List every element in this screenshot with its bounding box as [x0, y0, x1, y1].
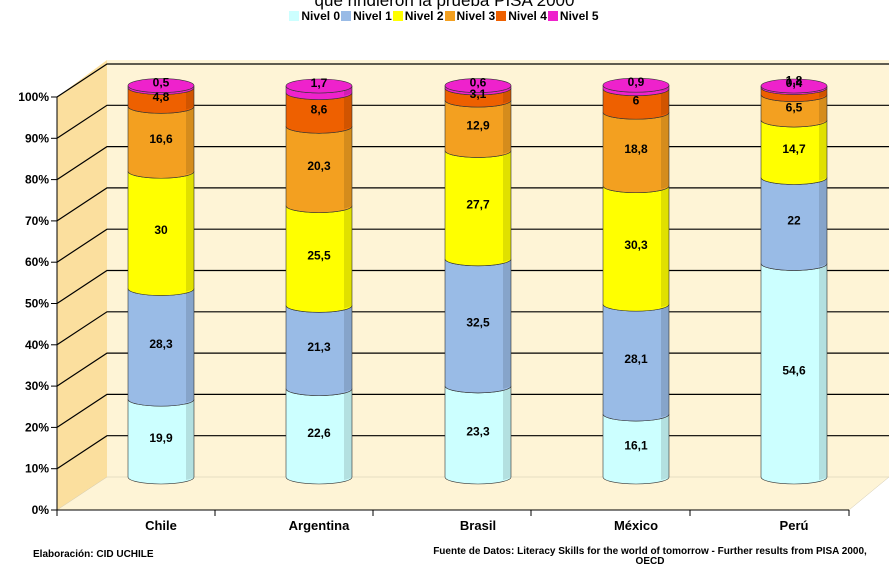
y-tick-label: 50%	[25, 297, 49, 311]
data-label: 21,3	[307, 340, 331, 354]
legend-item-nivel-0: Nivel 0	[289, 9, 341, 23]
data-label: 8,6	[311, 102, 328, 116]
data-label: 18,8	[624, 142, 648, 156]
legend-label: Nivel 4	[508, 9, 547, 23]
bar-shade	[503, 258, 511, 389]
bar-top-cap	[285, 78, 353, 94]
bar-shade	[503, 150, 511, 262]
legend-item-nivel-1: Nivel 1	[341, 9, 393, 23]
chart-title: que rindieron la prueba PISA 2000	[314, 0, 575, 10]
gridline	[56, 63, 889, 98]
y-tick-label: 100%	[18, 90, 49, 104]
legend-swatch	[496, 11, 507, 21]
data-label: 30	[154, 223, 168, 237]
legend-label: Nivel 5	[559, 9, 599, 23]
data-label: 32,5	[466, 315, 490, 329]
y-tick-label: 40%	[25, 338, 49, 352]
data-label: 3,1	[470, 87, 487, 101]
legend-swatch	[444, 11, 455, 21]
legend-swatch	[289, 11, 300, 21]
y-tick-label: 20%	[25, 420, 49, 434]
data-label: 22,6	[307, 426, 331, 440]
x-tick-label: Perú	[780, 518, 809, 533]
chart-legend: Nivel 0 Nivel 1 Nivel 2 Nivel 3 Nivel 4 Nivel…	[0, 9, 889, 23]
bar-shade	[186, 87, 194, 110]
bar-shade	[819, 120, 827, 181]
x-tick-label: Brasil	[460, 518, 496, 533]
data-label: 14,7	[782, 142, 806, 156]
y-tick-label: 70%	[25, 214, 49, 228]
bar-shade	[344, 126, 352, 209]
data-label: 1,7	[311, 76, 328, 90]
data-label: 12,9	[466, 118, 490, 132]
bar-top-cap	[444, 78, 512, 93]
bar-shade	[344, 388, 352, 480]
data-label: 25,5	[307, 248, 331, 262]
bar-shade	[503, 100, 511, 154]
bar-shade	[661, 88, 669, 116]
data-label: 23,3	[466, 424, 490, 438]
footer-source: Fuente de Datos: Literacy Skills for the…	[433, 546, 867, 567]
data-label: 0,4	[786, 76, 803, 90]
bar-shade	[819, 177, 827, 267]
legend-label: Nivel 2	[404, 9, 444, 23]
data-label: 6,5	[786, 100, 803, 114]
bar-shade	[819, 263, 827, 480]
x-tick-label: Chile	[145, 518, 177, 533]
data-label: 0,6	[470, 76, 487, 90]
bar-shade	[186, 399, 194, 480]
bar-shade	[661, 185, 669, 308]
bar-shade	[344, 305, 352, 392]
bar-shade	[661, 414, 669, 480]
data-label: 20,3	[307, 159, 331, 173]
data-label: 0,5	[153, 76, 170, 90]
data-label: 16,1	[624, 439, 648, 453]
data-label: 6	[633, 93, 640, 107]
legend-label: Nivel 0	[301, 9, 341, 23]
footer-credit: Elaboración: CID UCHILE	[33, 549, 154, 560]
bar-shade	[503, 385, 511, 480]
bar-shade	[819, 94, 827, 124]
x-tick-label: Argentina	[289, 518, 350, 533]
y-tick-label: 0%	[32, 503, 50, 517]
data-label: 1,8	[786, 74, 803, 88]
bar-shade	[661, 304, 669, 418]
data-label: 0,9	[628, 75, 645, 89]
legend-swatch	[547, 11, 558, 21]
y-tick-label: 10%	[25, 462, 49, 476]
bar-shade	[186, 288, 194, 403]
bar-shade	[186, 106, 194, 175]
y-tick-label: 80%	[25, 173, 49, 187]
data-label: 28,1	[624, 352, 648, 366]
data-label: 28,3	[149, 337, 173, 351]
legend-item-nivel-2: Nivel 2	[392, 9, 445, 23]
data-label: 4,8	[153, 90, 170, 104]
x-tick-label: México	[614, 518, 658, 533]
legend-item-nivel-4: Nivel 4	[496, 9, 548, 23]
legend-label: Nivel 3	[456, 9, 496, 23]
data-label: 54,6	[782, 363, 806, 377]
bar-top-cap	[127, 78, 195, 93]
data-label: 19,9	[149, 431, 173, 445]
legend-item-nivel-3: Nivel 3	[444, 9, 497, 23]
legend-swatch	[392, 11, 403, 21]
legend-item-nivel-5: Nivel 5	[547, 9, 600, 23]
bar-shade	[344, 205, 352, 309]
bar-shade	[344, 92, 352, 130]
y-tick-label: 30%	[25, 379, 49, 393]
data-label: 22	[787, 214, 801, 228]
bar-top-cap	[760, 78, 828, 94]
y-tick-label: 90%	[25, 131, 49, 145]
data-label: 30,3	[624, 238, 648, 252]
data-label: 16,6	[149, 132, 173, 146]
legend-swatch	[341, 11, 352, 21]
legend-label: Nivel 1	[353, 9, 392, 23]
data-label: 27,7	[466, 198, 490, 212]
side-wall	[57, 60, 107, 510]
bar-shade	[661, 112, 669, 189]
bar-shade	[186, 171, 194, 292]
bar-top-cap	[602, 77, 670, 93]
y-tick-label: 60%	[25, 255, 49, 269]
